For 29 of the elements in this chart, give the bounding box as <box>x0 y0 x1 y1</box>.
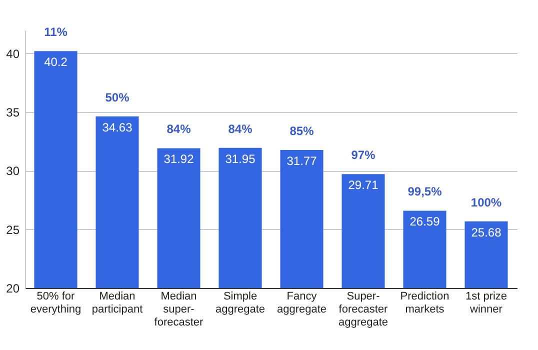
annotation: 99,5% <box>408 184 442 199</box>
data-label: 31.95 <box>225 152 256 166</box>
annotation: 97% <box>351 148 376 162</box>
data-label: 31.92 <box>164 152 194 166</box>
x-tick-label: Fancy aggregate <box>276 290 327 316</box>
data-label: 40.2 <box>44 55 68 70</box>
y-tick-label: 30 <box>6 164 20 178</box>
y-tick-label: 40 <box>6 46 20 61</box>
y-tick-label: 35 <box>6 106 20 120</box>
annotation: 100% <box>470 195 502 210</box>
data-label: 26.59 <box>410 214 440 229</box>
x-tick-label: Super-forecaster aggregate <box>338 290 388 328</box>
y-tick-label: 20 <box>6 282 20 296</box>
data-label: 31.77 <box>286 154 318 168</box>
data-label: 34.63 <box>102 120 133 134</box>
y-tick-label: 25 <box>6 222 20 237</box>
data-label: 29.71 <box>348 178 379 192</box>
annotation: 11% <box>44 25 68 40</box>
x-tick-label: Simple aggregate <box>215 290 266 316</box>
x-tick-label: Median participant <box>92 290 143 316</box>
annotation: 50% <box>105 90 130 104</box>
annotation: 84% <box>166 122 192 136</box>
annotation: 85% <box>290 124 314 138</box>
x-tick-label: 50% for everything <box>30 290 82 316</box>
data-label: 25.68 <box>471 225 502 240</box>
x-tick-label: 1st prize winner <box>465 290 508 316</box>
annotation: 84% <box>228 122 253 136</box>
x-tick-label: Prediction markets <box>400 290 450 316</box>
x-tick-label: Median super-forecaster <box>154 290 204 328</box>
